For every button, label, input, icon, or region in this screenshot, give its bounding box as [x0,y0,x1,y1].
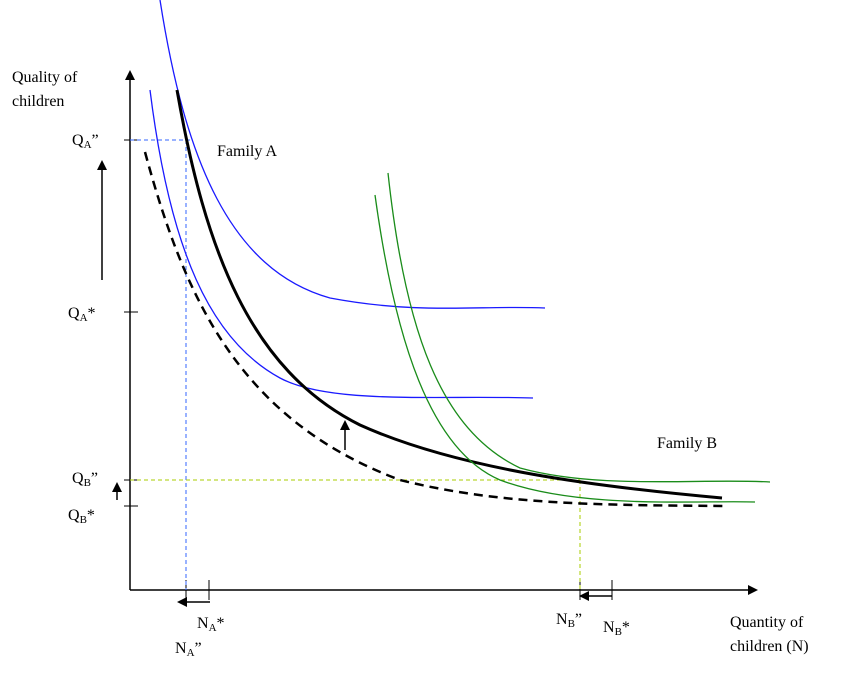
label-base: Q [68,507,80,524]
label-base: N [175,640,187,657]
label-mark: ” [195,640,202,657]
family-label: Family A [217,143,277,160]
tick-labels: QA”QA*QB”QB*NA*NA”NB” NB* [68,132,630,659]
label-sub: A [209,622,217,634]
label-base: Q [68,305,80,322]
label-mark: * [88,305,96,322]
y-axis-label: children [12,93,64,110]
y-tick-label: QA* [68,305,96,324]
y-tick-label: QB” [72,470,98,489]
y-axis-label: Quality of [12,69,78,86]
x-tick-label: NA” [175,640,202,659]
label-sub: A [187,647,195,659]
x-axis-label: Quantity of [730,614,804,631]
family-label: Family B [657,435,717,452]
guide-lines [130,139,581,590]
label-sub: B [80,514,87,526]
label-base: N [556,611,568,628]
label-base: N [197,615,209,632]
label-mark: ” [91,470,98,487]
label-mark: ” [575,611,582,628]
x-tick-label: NB* [603,619,630,638]
x-tick-label: NA* [197,615,225,634]
label-sub: B [568,618,575,630]
label-mark: ” [92,132,99,149]
x-tick-label: NB” [556,611,582,630]
label-sub: B [615,626,622,638]
label-sub: B [84,477,91,489]
label-mark: * [87,507,95,524]
label-sub: A [84,139,92,151]
y-tick-label: QA” [72,132,99,151]
y-tick-marks [124,139,613,600]
label-sub: A [80,312,88,324]
label-mark: * [217,615,225,632]
label-base: Q [72,132,84,149]
label-base: Q [72,470,84,487]
shift-arrows [97,160,612,607]
x-axis-label: children (N) [730,638,809,655]
label-mark: * [622,619,630,636]
label-base: N [603,619,615,636]
y-tick-label: QB* [68,507,95,526]
curves [143,0,771,508]
